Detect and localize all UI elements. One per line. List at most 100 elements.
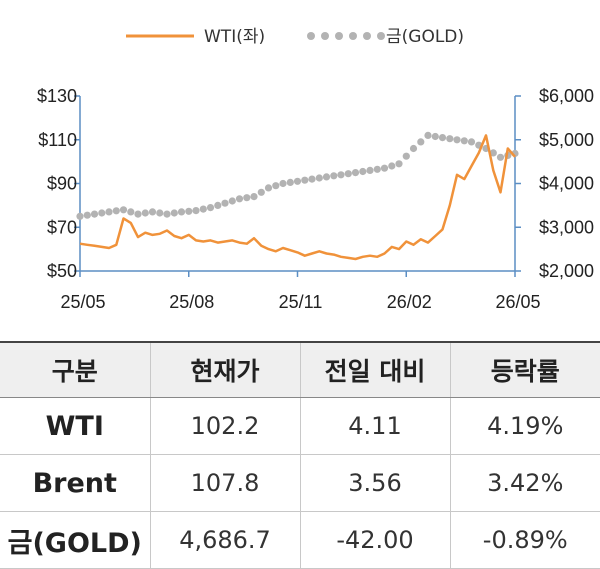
gold-data-point [264,184,273,192]
gold-data-point [98,209,106,217]
row-change: 3.56 [299,454,450,512]
right-y-tick-label: $5,000 [539,130,594,150]
gold-data-point [148,208,157,216]
gold-data-point [344,170,352,178]
table-row: 금(GOLD) 4,686.7 -42.00 -0.89% [0,511,600,569]
legend-gold-dot [377,32,385,40]
row-price: 102.2 [149,397,300,455]
oil-gold-chart: WTI(좌) 금(GOLD) $50 $70 $90 $110 $130 $2,000 $3… [37,27,594,312]
gold-data-point [330,172,338,180]
right-y-tick-label: $3,000 [539,217,594,237]
gold-data-point [322,173,331,181]
header-change-rate: 등락률 [449,341,600,398]
gold-data-point [496,153,505,161]
gold-data-point [279,179,287,188]
plot-area [76,131,519,261]
gold-data-point [83,211,91,219]
row-rate: -0.89% [449,511,600,569]
gold-data-point [286,178,294,186]
gold-data-point [156,209,164,217]
price-table: 구분 현재가 전일 대비 등락률 WTI 102.2 4.11 4.19% Br… [0,341,600,569]
gold-data-point [170,209,178,217]
gold-data-point [351,169,360,177]
row-change: -42.00 [299,511,450,569]
legend-gold-swatch [307,32,385,40]
gold-data-point [272,182,280,190]
gold-data-point [90,210,99,218]
chart-axes: $50 $70 $90 $110 $130 $2,000 $3,000 $4,000 $5,00… [37,86,594,312]
row-name: 금(GOLD) [0,511,150,569]
table-row: WTI 102.2 4.11 4.19% [0,397,600,455]
left-y-tick-label: $70 [47,217,77,237]
gold-data-point [257,188,265,196]
table-row: Brent 107.8 3.56 3.42% [0,454,600,512]
header-daily-change: 전일 대비 [299,341,450,398]
gold-data-point [446,135,454,143]
left-y-tick-label: $130 [37,86,77,106]
row-price: 4,686.7 [149,511,300,569]
gold-data-point [460,137,468,145]
left-y-tick-label: $110 [38,130,77,150]
gold-data-point [235,195,244,203]
gold-data-point [438,134,447,142]
row-rate: 3.42% [449,454,600,512]
legend-gold-dot [321,32,329,40]
gold-data-point [127,208,135,216]
gold-data-point [315,174,323,182]
gold-data-point [105,208,113,216]
gold-data-point [76,212,84,220]
row-rate: 4.19% [449,397,600,455]
gold-data-point [185,207,193,215]
gold-data-point [199,205,207,213]
gold-data-point [192,207,200,215]
right-y-tick-label: $2,000 [539,261,594,281]
row-name: Brent [0,454,150,512]
x-tick-label: 25/08 [169,292,214,312]
left-y-tick-label: $50 [47,261,77,281]
legend-gold-label: 금(GOLD) [386,27,464,47]
gold-data-point [177,208,186,216]
row-price: 107.8 [149,454,300,512]
gold-data-point [388,162,396,170]
gold-data-point [119,206,128,214]
gold-data-point [112,207,120,215]
legend-gold-dot [349,32,357,40]
legend-gold-dot [363,32,371,40]
gold-data-point [424,131,432,139]
gold-data-point [489,149,497,157]
x-tick-label: 26/05 [495,292,540,312]
x-tick-label: 25/05 [60,292,105,312]
table-header-row: 구분 현재가 전일 대비 등락률 [0,341,600,398]
legend-wti-label: WTI(좌) [204,27,265,47]
gold-data-point [467,138,476,146]
gold-data-point [359,167,367,176]
gold-data-point [409,144,418,153]
gold-data-point [228,197,236,205]
gold-data-point [243,194,251,202]
gold-data-point [308,175,316,183]
gold-data-point [337,171,345,179]
gold-data-point [431,132,439,141]
legend-gold-dot [335,32,343,40]
wti-series-line [79,134,516,261]
gold-data-point [373,165,381,173]
gold-data-point [301,176,309,184]
row-name: WTI [0,397,150,455]
gold-data-point [141,209,149,217]
gold-data-point [163,210,171,218]
x-tick-label: 26/02 [387,292,432,312]
gold-data-point [380,164,389,172]
right-y-tick-label: $6,000 [539,86,594,106]
gold-data-point [221,199,229,207]
chart-legend: WTI(좌) 금(GOLD) [126,27,464,47]
gold-data-point [214,201,222,209]
gold-data-point [206,204,215,212]
gold-data-point [453,136,461,144]
header-category: 구분 [0,341,150,398]
gold-data-point [293,177,302,185]
gold-data-point [395,160,403,168]
left-y-tick-label: $90 [47,174,77,194]
gold-data-point [417,138,425,146]
x-tick-label: 25/11 [279,292,323,312]
legend-gold-dot [307,32,315,40]
